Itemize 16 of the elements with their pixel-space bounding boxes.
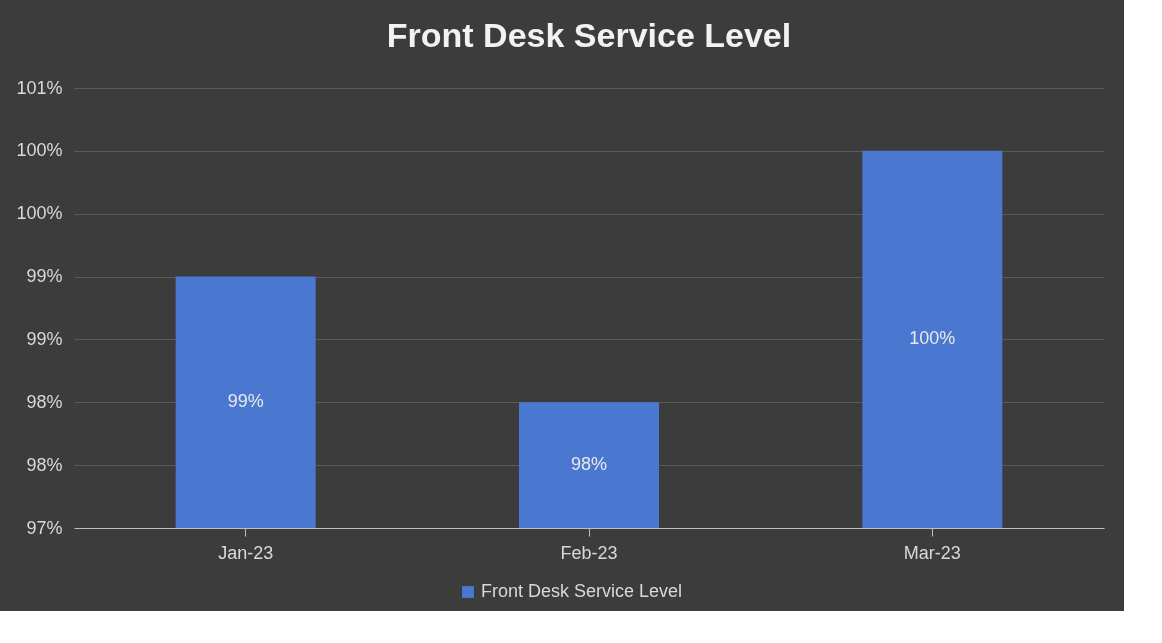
y-tick-label: 99%: [26, 266, 63, 287]
x-tick-label: Feb-23: [560, 542, 618, 563]
data-label: 99%: [227, 391, 264, 412]
y-tick-label: 98%: [26, 454, 63, 475]
y-tick-label: 100%: [16, 203, 63, 224]
x-tick-label: Mar-23: [903, 542, 961, 563]
data-label: 98%: [570, 454, 608, 475]
data-label: 100%: [909, 328, 956, 349]
x-tick-label: Jan-23: [218, 542, 274, 563]
chart-title: Front Desk Service Level: [386, 16, 792, 54]
y-tick-label: 101%: [16, 77, 63, 98]
legend-label: Front Desk Service Level: [481, 581, 683, 601]
y-tick-label: 97%: [26, 517, 63, 538]
y-tick-label: 100%: [16, 140, 63, 161]
y-tick-label: 98%: [26, 391, 63, 412]
y-tick-label: 99%: [26, 328, 63, 349]
